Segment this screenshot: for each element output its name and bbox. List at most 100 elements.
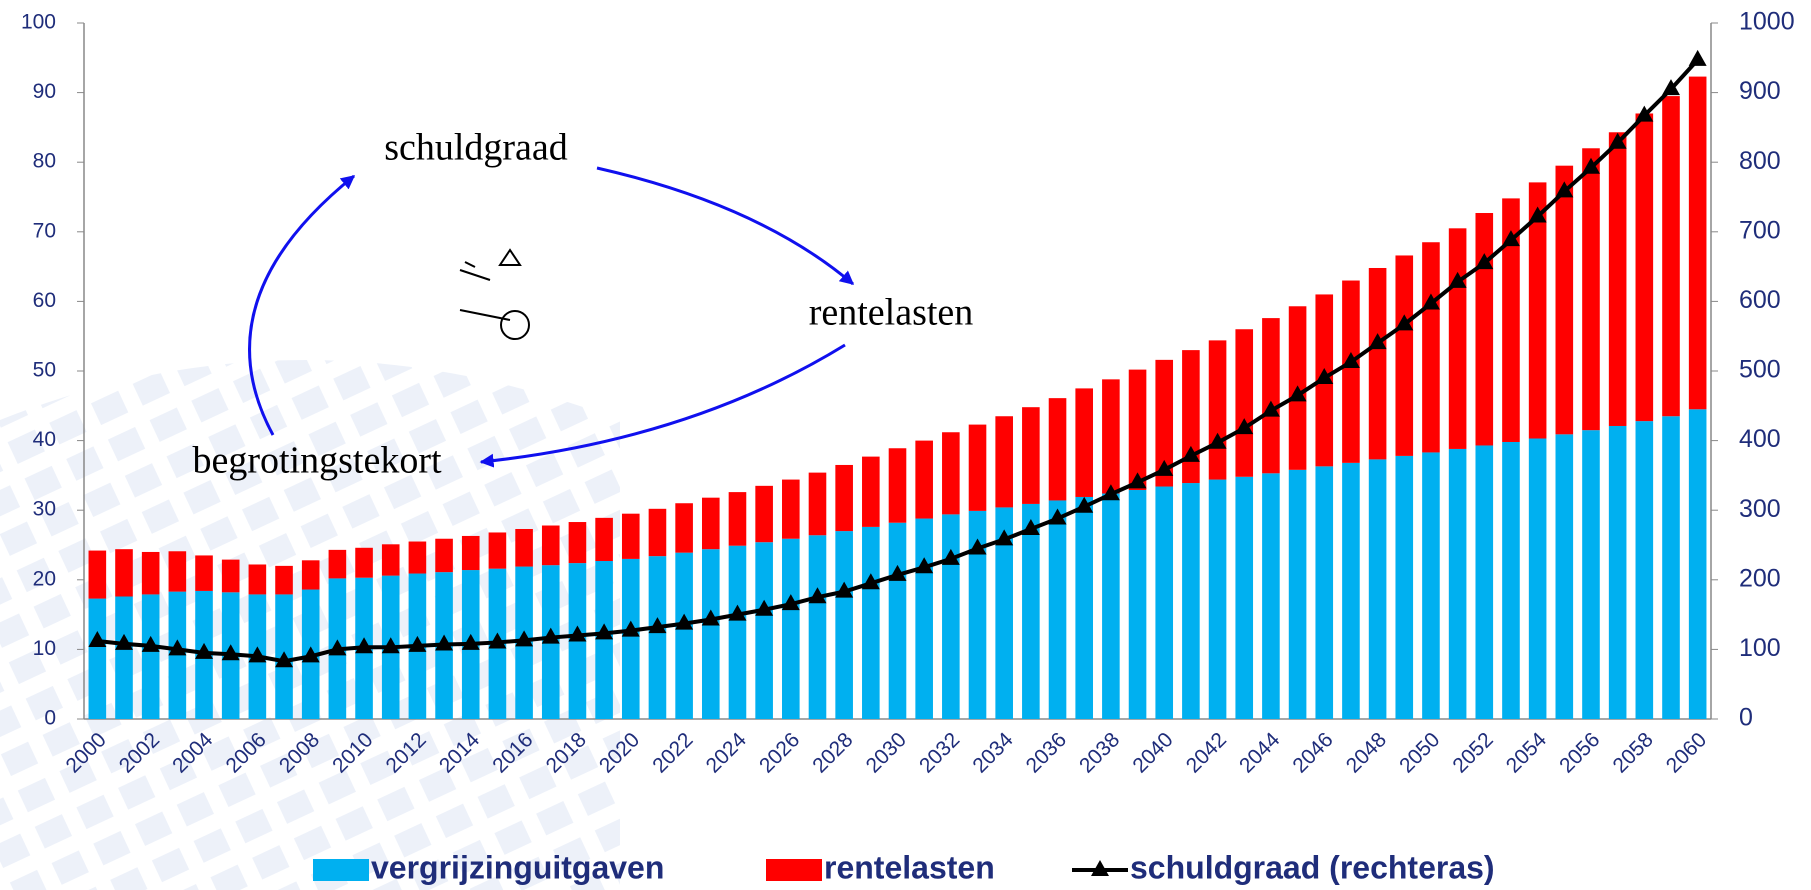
bar [355, 547, 373, 578]
bar [621, 513, 640, 559]
bar [1368, 267, 1387, 460]
marker [915, 557, 934, 574]
marker [515, 630, 534, 647]
marker [408, 635, 427, 652]
bar [995, 507, 1013, 719]
y-tick-label: 90 [33, 80, 56, 103]
bar [701, 497, 720, 550]
bar [835, 464, 853, 532]
marker [1288, 385, 1307, 402]
marker [1555, 181, 1574, 198]
marker [355, 637, 374, 654]
y-tick-label: 30 [33, 498, 56, 521]
marker [1341, 351, 1360, 368]
bar [1555, 434, 1574, 719]
marker [701, 609, 720, 626]
marker [1101, 484, 1120, 501]
x-tick-label: 2058 [1608, 728, 1657, 777]
x-tick-label: 2028 [808, 728, 857, 777]
arrow [479, 343, 846, 468]
x-tick-label: 2042 [1182, 728, 1231, 777]
marker [1448, 271, 1467, 288]
x-tick-label: 2030 [862, 728, 911, 777]
marker [1208, 432, 1227, 449]
y2-tick-label: 600 [1739, 286, 1781, 314]
bar [1448, 448, 1467, 719]
bar [328, 549, 347, 579]
marker [1048, 508, 1067, 525]
bar [995, 416, 1013, 508]
marker [248, 646, 267, 663]
bar [541, 525, 560, 566]
bar [1155, 359, 1174, 487]
marker [1661, 79, 1680, 96]
marker [221, 644, 240, 661]
bar [1288, 469, 1307, 719]
marker [461, 633, 480, 650]
marker [1368, 333, 1387, 350]
marker [728, 604, 747, 621]
bar [835, 531, 853, 719]
bar [968, 424, 987, 511]
marker [168, 639, 187, 656]
y2-tick-label: 900 [1739, 77, 1781, 105]
bar [195, 555, 213, 591]
bar [915, 518, 933, 719]
legend-swatch [1091, 860, 1109, 876]
marker [301, 646, 320, 663]
marker [195, 642, 214, 659]
bar [1448, 228, 1467, 449]
annotations: schuldgraad rentelasten begrotingstekort [192, 127, 973, 482]
annotation: rentelasten [809, 292, 974, 334]
marker [781, 594, 800, 611]
x-tick-label: 2036 [1022, 728, 1071, 777]
marker [1155, 459, 1174, 476]
bar [808, 472, 827, 536]
arrow [596, 166, 855, 286]
bar [862, 526, 880, 719]
x-tick-label: 2024 [702, 728, 752, 778]
x-tick-label: 2032 [915, 728, 964, 777]
bar [782, 538, 800, 719]
x-tick-label: 2034 [968, 728, 1018, 778]
bar [1475, 445, 1494, 719]
marker [595, 623, 614, 640]
marker [1075, 496, 1094, 513]
bar [141, 551, 160, 595]
y2-tick-label: 100 [1739, 634, 1781, 662]
bar [1582, 148, 1600, 431]
bar [1475, 213, 1494, 446]
bar [461, 535, 480, 571]
bar [1315, 466, 1334, 719]
bar [675, 552, 693, 719]
legend-label: vergrijzinguitgaven [371, 849, 664, 885]
bar [1608, 425, 1627, 719]
marker [1635, 105, 1654, 122]
bar [648, 556, 667, 719]
marker [1421, 293, 1440, 310]
y2-tick-label: 1000 [1739, 8, 1795, 36]
bar [1235, 476, 1254, 719]
y-tick-label: 60 [33, 289, 56, 312]
bar [1262, 473, 1280, 719]
y-tick-label: 80 [33, 150, 56, 173]
bar [1368, 459, 1387, 719]
bar [1528, 182, 1547, 439]
bar [221, 559, 240, 593]
bar [1128, 490, 1147, 719]
bar [1075, 388, 1094, 497]
y-tick-label: 10 [33, 637, 56, 660]
x-tick-label: 2060 [1662, 728, 1711, 777]
bar [1635, 113, 1654, 422]
x-tick-label: 2052 [1448, 728, 1497, 777]
bar [942, 432, 960, 515]
bar [1128, 369, 1147, 491]
marker [995, 529, 1014, 546]
bar [568, 522, 587, 564]
bar [408, 541, 427, 574]
marker [808, 587, 827, 604]
marker [888, 564, 907, 581]
marker [675, 613, 694, 630]
marker [488, 632, 507, 649]
marker [1608, 132, 1627, 149]
